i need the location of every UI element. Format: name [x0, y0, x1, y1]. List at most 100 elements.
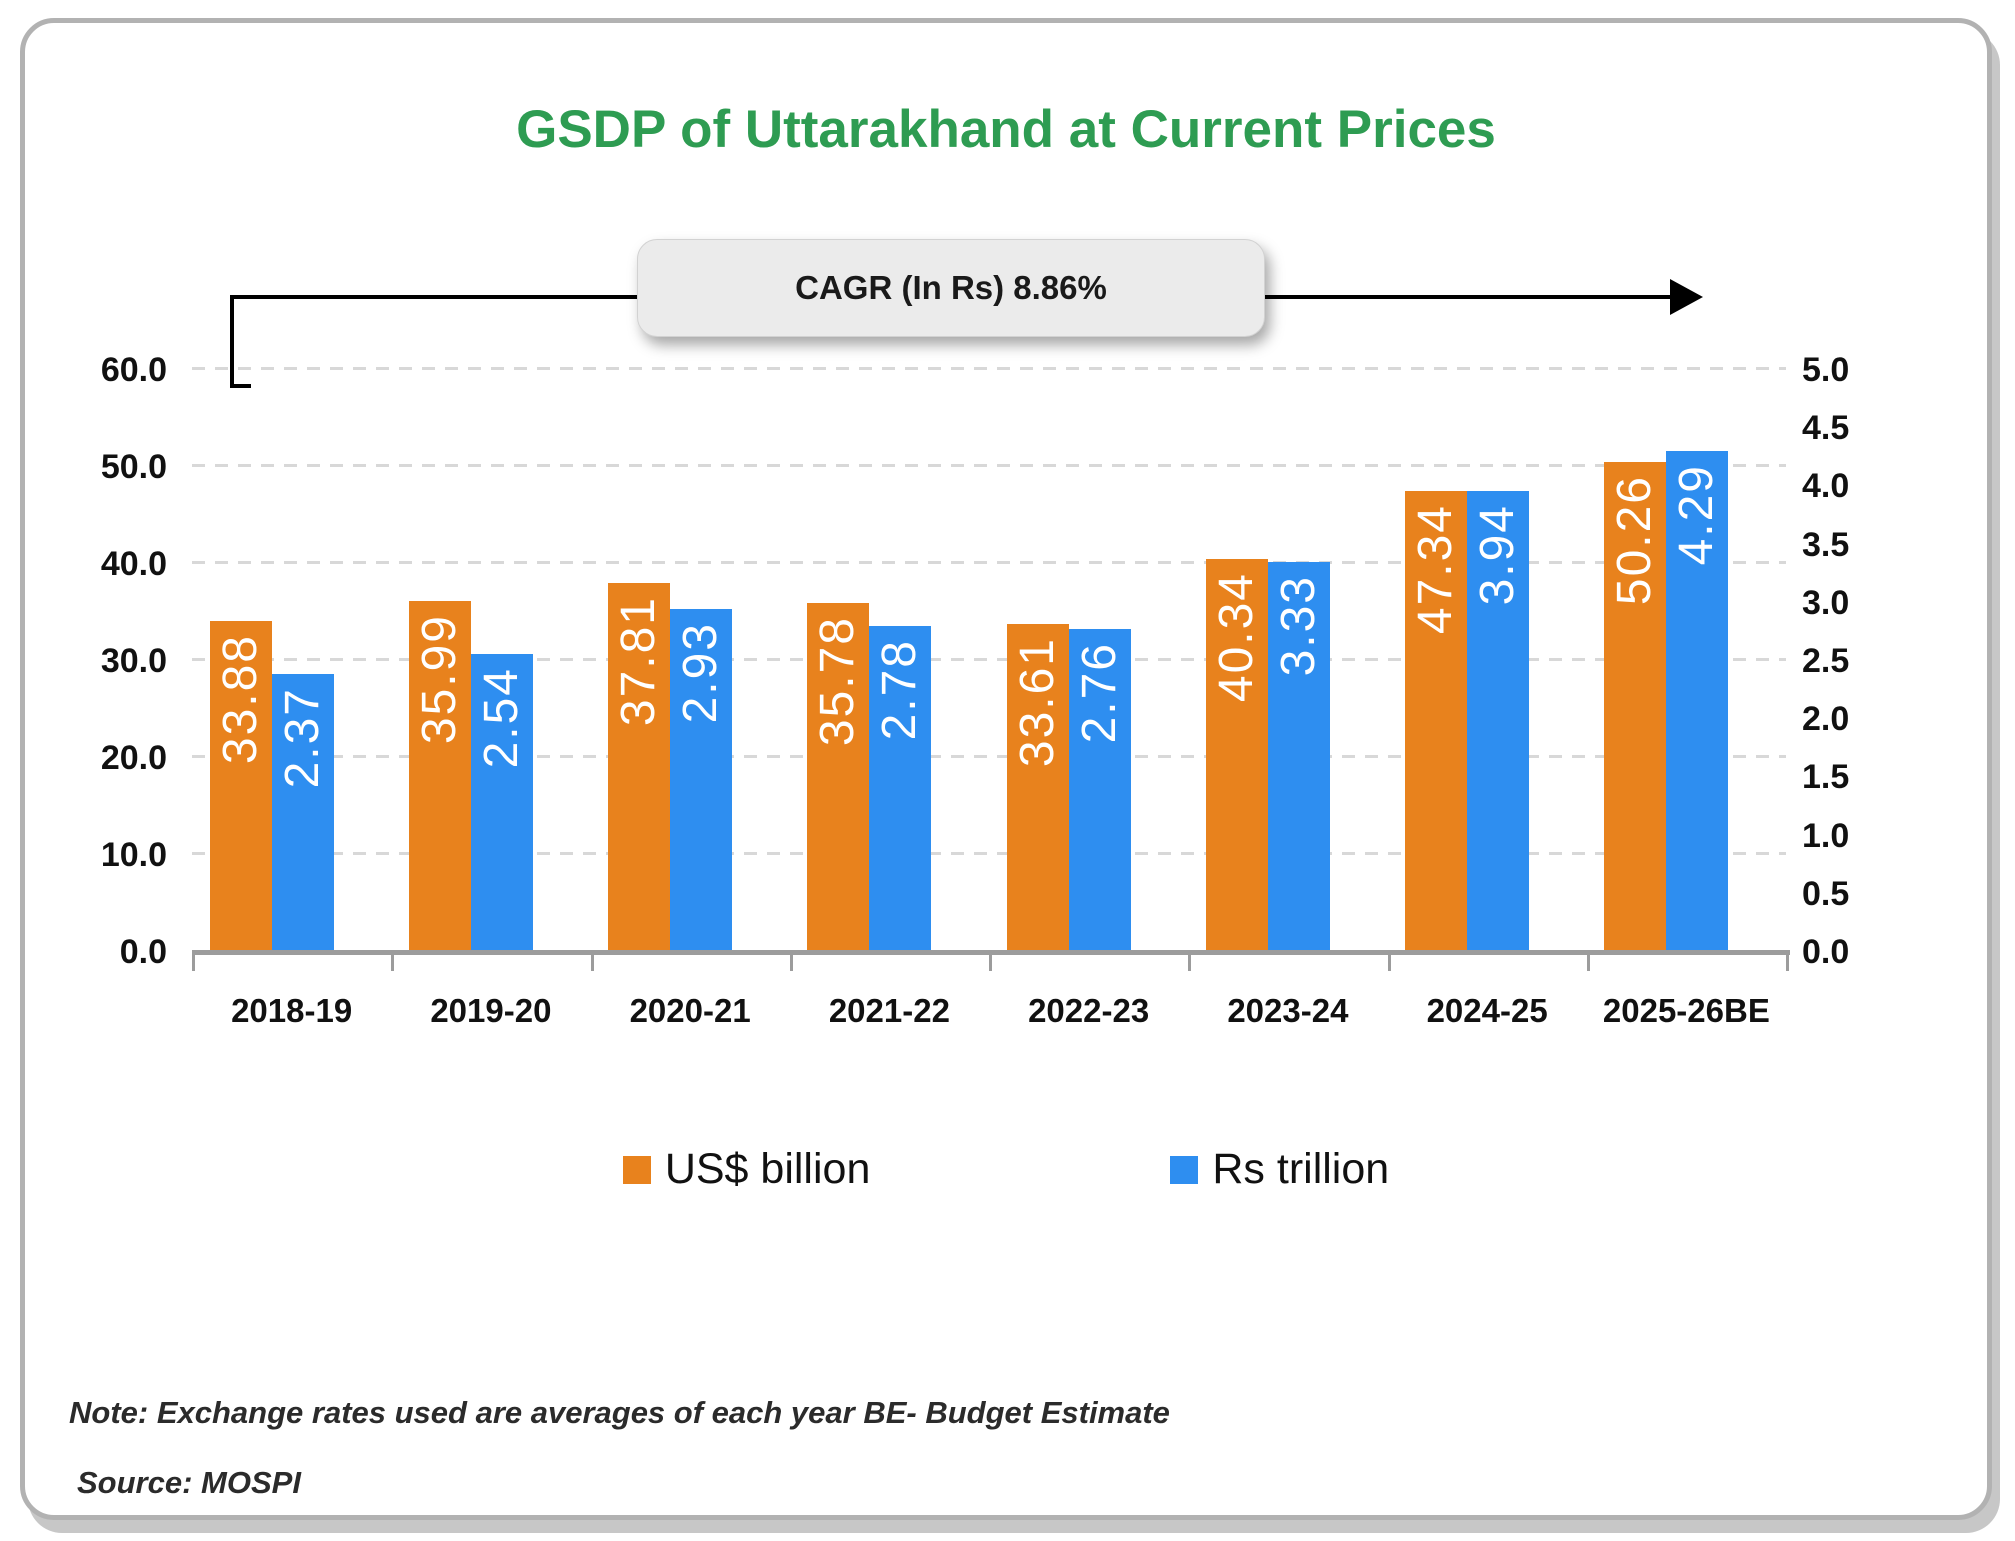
legend: US$ billion Rs trillion — [25, 1145, 1987, 1194]
bar-value-text: 3.33 — [1271, 575, 1325, 677]
bar-value-text: 50.26 — [1608, 475, 1662, 606]
cagr-annotation-text: CAGR (In Rs) 8.86% — [795, 269, 1107, 306]
bar-value-label: 3.94 — [1467, 504, 1529, 605]
bar-value-label: 2.54 — [471, 667, 533, 768]
right-axis-tick-label: 4.0 — [1802, 467, 1850, 506]
bar-value-text: 2.76 — [1072, 641, 1126, 744]
legend-item: Rs trillion — [1170, 1145, 1389, 1194]
right-axis-tick-label: 0.0 — [1802, 933, 1850, 971]
right-axis-tick-label: 3.5 — [1802, 525, 1850, 564]
bar-rs-trillion: 2.78 — [869, 626, 932, 950]
right-axis-tick-label: 2.5 — [1802, 642, 1850, 680]
arrow-right-icon — [1670, 279, 1703, 315]
footnote-note: Note: Exchange rates used are averages o… — [69, 1395, 1170, 1430]
bar-us-billion: 35.78 — [807, 602, 870, 950]
bar-value-label: 47.34 — [1405, 504, 1467, 634]
x-axis-tick — [590, 955, 594, 971]
bar-rs-trillion: 2.76 — [1068, 628, 1131, 950]
left-axis-tick-label: 30.0 — [100, 642, 167, 680]
bar-value-text: 33.88 — [213, 634, 267, 765]
bar-value-label: 2.93 — [670, 622, 732, 723]
bar-value-label: 2.78 — [869, 639, 931, 740]
cagr-arrow-foot — [230, 384, 251, 388]
bar-rs-trillion: 3.94 — [1467, 491, 1530, 950]
bar-value-text: 2.54 — [474, 667, 528, 769]
category-label: 2024-25 — [1426, 992, 1548, 1029]
bar-value-text: 2.37 — [275, 687, 329, 789]
bar-value-label: 40.34 — [1206, 572, 1268, 702]
bar-value-text: 3.94 — [1471, 504, 1525, 606]
left-axis-tick-label: 20.0 — [100, 739, 167, 777]
right-axis-tick-label: 5.0 — [1802, 351, 1850, 389]
x-axis-line — [192, 950, 1790, 955]
bar-us-billion: 47.34 — [1405, 490, 1468, 950]
chart-card: GSDP of Uttarakhand at Current Prices CA… — [20, 18, 1992, 1520]
right-axis-tick-label: 1.5 — [1802, 758, 1850, 797]
legend-label: US$ billion — [664, 1145, 871, 1193]
bar-value-text: 40.34 — [1209, 571, 1263, 702]
bar-us-billion: 37.81 — [608, 583, 671, 950]
bar-value-label: 2.76 — [1069, 642, 1131, 743]
bar-value-text: 2.78 — [873, 639, 927, 741]
bar-value-label: 33.88 — [210, 634, 272, 764]
bar-rs-trillion: 4.29 — [1666, 450, 1729, 950]
bar-rs-trillion: 2.54 — [470, 654, 533, 950]
bar-value-text: 2.93 — [674, 621, 728, 724]
bar-rs-trillion: 2.37 — [271, 674, 334, 950]
bar-value-text: 47.34 — [1409, 503, 1463, 634]
bar-us-billion: 35.99 — [408, 600, 471, 950]
footnote-source: Source: MOSPI — [77, 1465, 301, 1500]
x-axis-tick — [989, 955, 992, 971]
left-axis-tick-label: 10.0 — [100, 836, 167, 874]
bar-rs-trillion: 2.93 — [670, 608, 733, 950]
x-axis-tick — [1586, 955, 1590, 971]
bar-value-text: 35.99 — [412, 613, 466, 745]
cagr-arrow-vertical-line — [230, 295, 234, 388]
bar-us-billion: 40.34 — [1205, 558, 1268, 950]
gridline — [192, 367, 1786, 370]
bar-value-label: 37.81 — [608, 596, 670, 726]
gridline — [192, 755, 1786, 758]
left-axis-tick-label: 60.0 — [100, 351, 167, 389]
gridline — [192, 464, 1786, 467]
x-axis-tick — [192, 955, 195, 971]
x-axis-tick — [391, 955, 395, 971]
x-axis-tick — [789, 955, 793, 971]
chart-title: GSDP of Uttarakhand at Current Prices — [516, 100, 1496, 159]
bar-value-label: 35.99 — [409, 614, 471, 744]
left-axis-tick-label: 0.0 — [119, 933, 167, 971]
gridline — [192, 852, 1786, 855]
category-label: 2023-24 — [1227, 992, 1349, 1029]
bar-value-label: 35.78 — [807, 616, 869, 746]
bar-rs-trillion: 3.33 — [1267, 562, 1330, 950]
right-axis-tick-label: 1.0 — [1802, 816, 1850, 855]
category-label: 2019-20 — [430, 992, 552, 1029]
legend-swatch-icon — [622, 1155, 651, 1184]
legend-item: US$ billion — [622, 1145, 871, 1194]
bar-value-label: 4.29 — [1666, 464, 1728, 565]
bar-value-text: 33.61 — [1010, 636, 1064, 768]
right-axis-tick-label: 3.0 — [1802, 583, 1850, 622]
legend-label: Rs trillion — [1212, 1145, 1390, 1193]
gridline — [192, 561, 1786, 564]
bar-value-label: 2.37 — [272, 687, 334, 788]
bar-us-billion: 33.88 — [209, 621, 272, 950]
plot-area: 0.0 10.0 20.0 30.0 40.0 50.0 60.0 0.0 0.5 1.0 1.5 2… — [25, 23, 1987, 1515]
category-label: 2018-19 — [231, 992, 353, 1029]
bar-us-billion: 33.61 — [1006, 623, 1069, 950]
bar-us-billion: 50.26 — [1604, 462, 1667, 950]
right-axis-tick-label: 2.0 — [1802, 700, 1850, 739]
x-axis-tick — [1188, 955, 1192, 971]
bar-value-label: 33.61 — [1007, 637, 1069, 767]
x-axis-tick — [1786, 955, 1789, 971]
gridline — [192, 658, 1786, 661]
legend-swatch-icon — [1170, 1155, 1199, 1184]
x-axis-tick — [1387, 955, 1391, 971]
category-label: 2020-21 — [629, 992, 751, 1029]
category-label: 2025-26BE — [1602, 992, 1770, 1029]
bar-value-label: 3.33 — [1268, 575, 1330, 676]
category-label: 2022-23 — [1028, 992, 1150, 1029]
left-axis-tick-label: 50.0 — [100, 448, 167, 486]
bar-value-text: 4.29 — [1670, 463, 1724, 566]
cagr-annotation-box: CAGR (In Rs) 8.86% — [637, 239, 1265, 337]
